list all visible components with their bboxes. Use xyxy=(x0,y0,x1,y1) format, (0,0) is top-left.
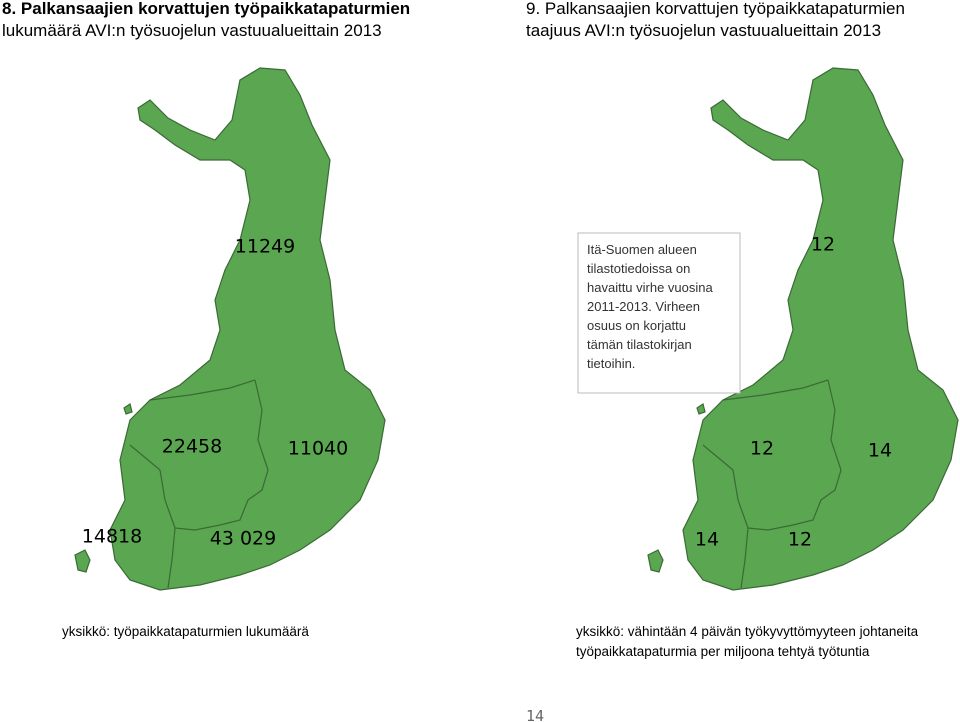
left-labels: 11249 22458 11040 14818 43 029 xyxy=(82,236,348,550)
note-frame xyxy=(577,232,741,394)
region-label: 12 xyxy=(788,529,812,551)
region-label: 14818 xyxy=(82,526,142,548)
unit-text: yksikkö: työpaikkatapaturmien lukumäärä xyxy=(62,624,309,639)
unit-text: yksikkö: vähintään 4 päivän työkyvyttömy… xyxy=(576,624,919,639)
region-label: 22458 xyxy=(162,436,222,458)
right-labels: 12 12 14 14 12 xyxy=(695,234,892,551)
map-left xyxy=(74,67,386,591)
note-line: 2011-2013. Virheen xyxy=(587,299,700,314)
region-label: 14 xyxy=(695,529,719,551)
title-line: 9. Palkansaajien korvattujen työpaikkata… xyxy=(526,0,905,18)
region-label: 11249 xyxy=(235,236,295,258)
note-line: tietoihin. xyxy=(587,356,635,371)
left-title: 8. Palkansaajien korvattujen työpaikkata… xyxy=(2,0,410,40)
region-label: 12 xyxy=(750,438,774,460)
unit-text: työpaikkatapaturmia per miljoona tehtyä … xyxy=(576,644,870,659)
region-label: 11040 xyxy=(288,438,348,460)
title-line: lukumäärä AVI:n työsuojelun vastuualueit… xyxy=(2,21,382,40)
page-number: 14 xyxy=(526,707,544,722)
note-line: havaittu virhe vuosina xyxy=(587,280,714,295)
title-line: 8. Palkansaajien korvattujen työpaikkata… xyxy=(2,0,410,18)
note-box: Itä-Suomen alueen tilastotiedoissa on ha… xyxy=(577,232,741,394)
region-label: 43 029 xyxy=(210,528,276,550)
title-line: taajuus AVI:n työsuojelun vastuualueitta… xyxy=(526,21,881,40)
right-title: 9. Palkansaajien korvattujen työpaikkata… xyxy=(526,0,905,40)
note-line: tämän tilastokirjan xyxy=(587,337,692,352)
region-label: 12 xyxy=(811,234,835,256)
region-label: 14 xyxy=(868,440,892,462)
note-line: osuus on korjattu xyxy=(587,318,686,333)
note-line: Itä-Suomen alueen xyxy=(587,242,697,257)
note-line: tilastotiedoissa on xyxy=(587,261,690,276)
